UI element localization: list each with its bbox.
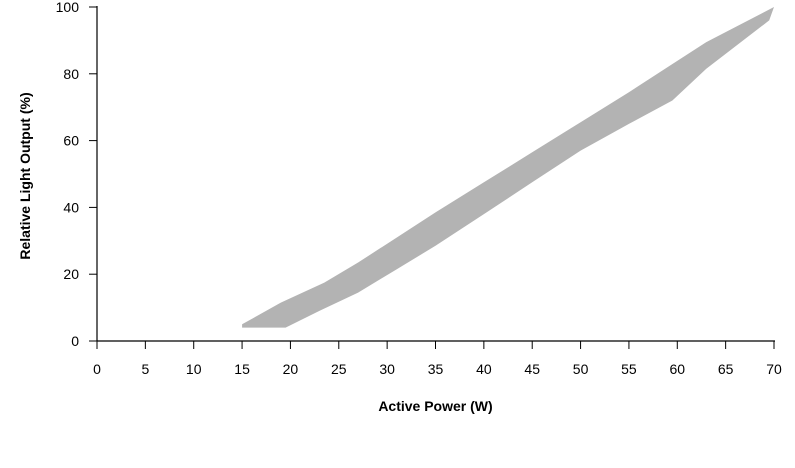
band-layer xyxy=(242,7,775,328)
x-tick-label: 45 xyxy=(524,361,540,377)
y-tick-label: 100 xyxy=(56,0,80,15)
x-tick-label: 35 xyxy=(428,361,444,377)
y-axis-title: Relative Light Output (%) xyxy=(17,92,33,259)
y-tick-label: 80 xyxy=(63,66,79,82)
axis-layer xyxy=(96,6,775,342)
x-tick-label: 65 xyxy=(718,361,734,377)
y-tick-label: 20 xyxy=(63,266,79,282)
x-tick-label: 25 xyxy=(331,361,347,377)
x-tick-label: 55 xyxy=(621,361,637,377)
x-tick-label: 0 xyxy=(93,361,101,377)
x-axis-title: Active Power (W) xyxy=(378,398,492,414)
x-tick-label: 10 xyxy=(186,361,202,377)
x-tick-label: 5 xyxy=(141,361,149,377)
x-tick-label: 30 xyxy=(379,361,395,377)
x-tick-label: 70 xyxy=(766,361,782,377)
light-output-band-0 xyxy=(242,7,775,328)
y-tick-label: 0 xyxy=(71,333,79,349)
x-tick-label: 50 xyxy=(573,361,589,377)
x-tick-label: 60 xyxy=(669,361,685,377)
tick-layer: 0 5 10 15 20 25 30 35 40 45 50 55 60 65 70 0 20 40 60 80 100 xyxy=(56,0,782,377)
y-tick-label: 60 xyxy=(63,133,79,149)
x-tick-label: 15 xyxy=(234,361,250,377)
y-tick-label: 40 xyxy=(63,199,79,215)
x-tick-label: 20 xyxy=(283,361,299,377)
x-tick-label: 40 xyxy=(476,361,492,377)
